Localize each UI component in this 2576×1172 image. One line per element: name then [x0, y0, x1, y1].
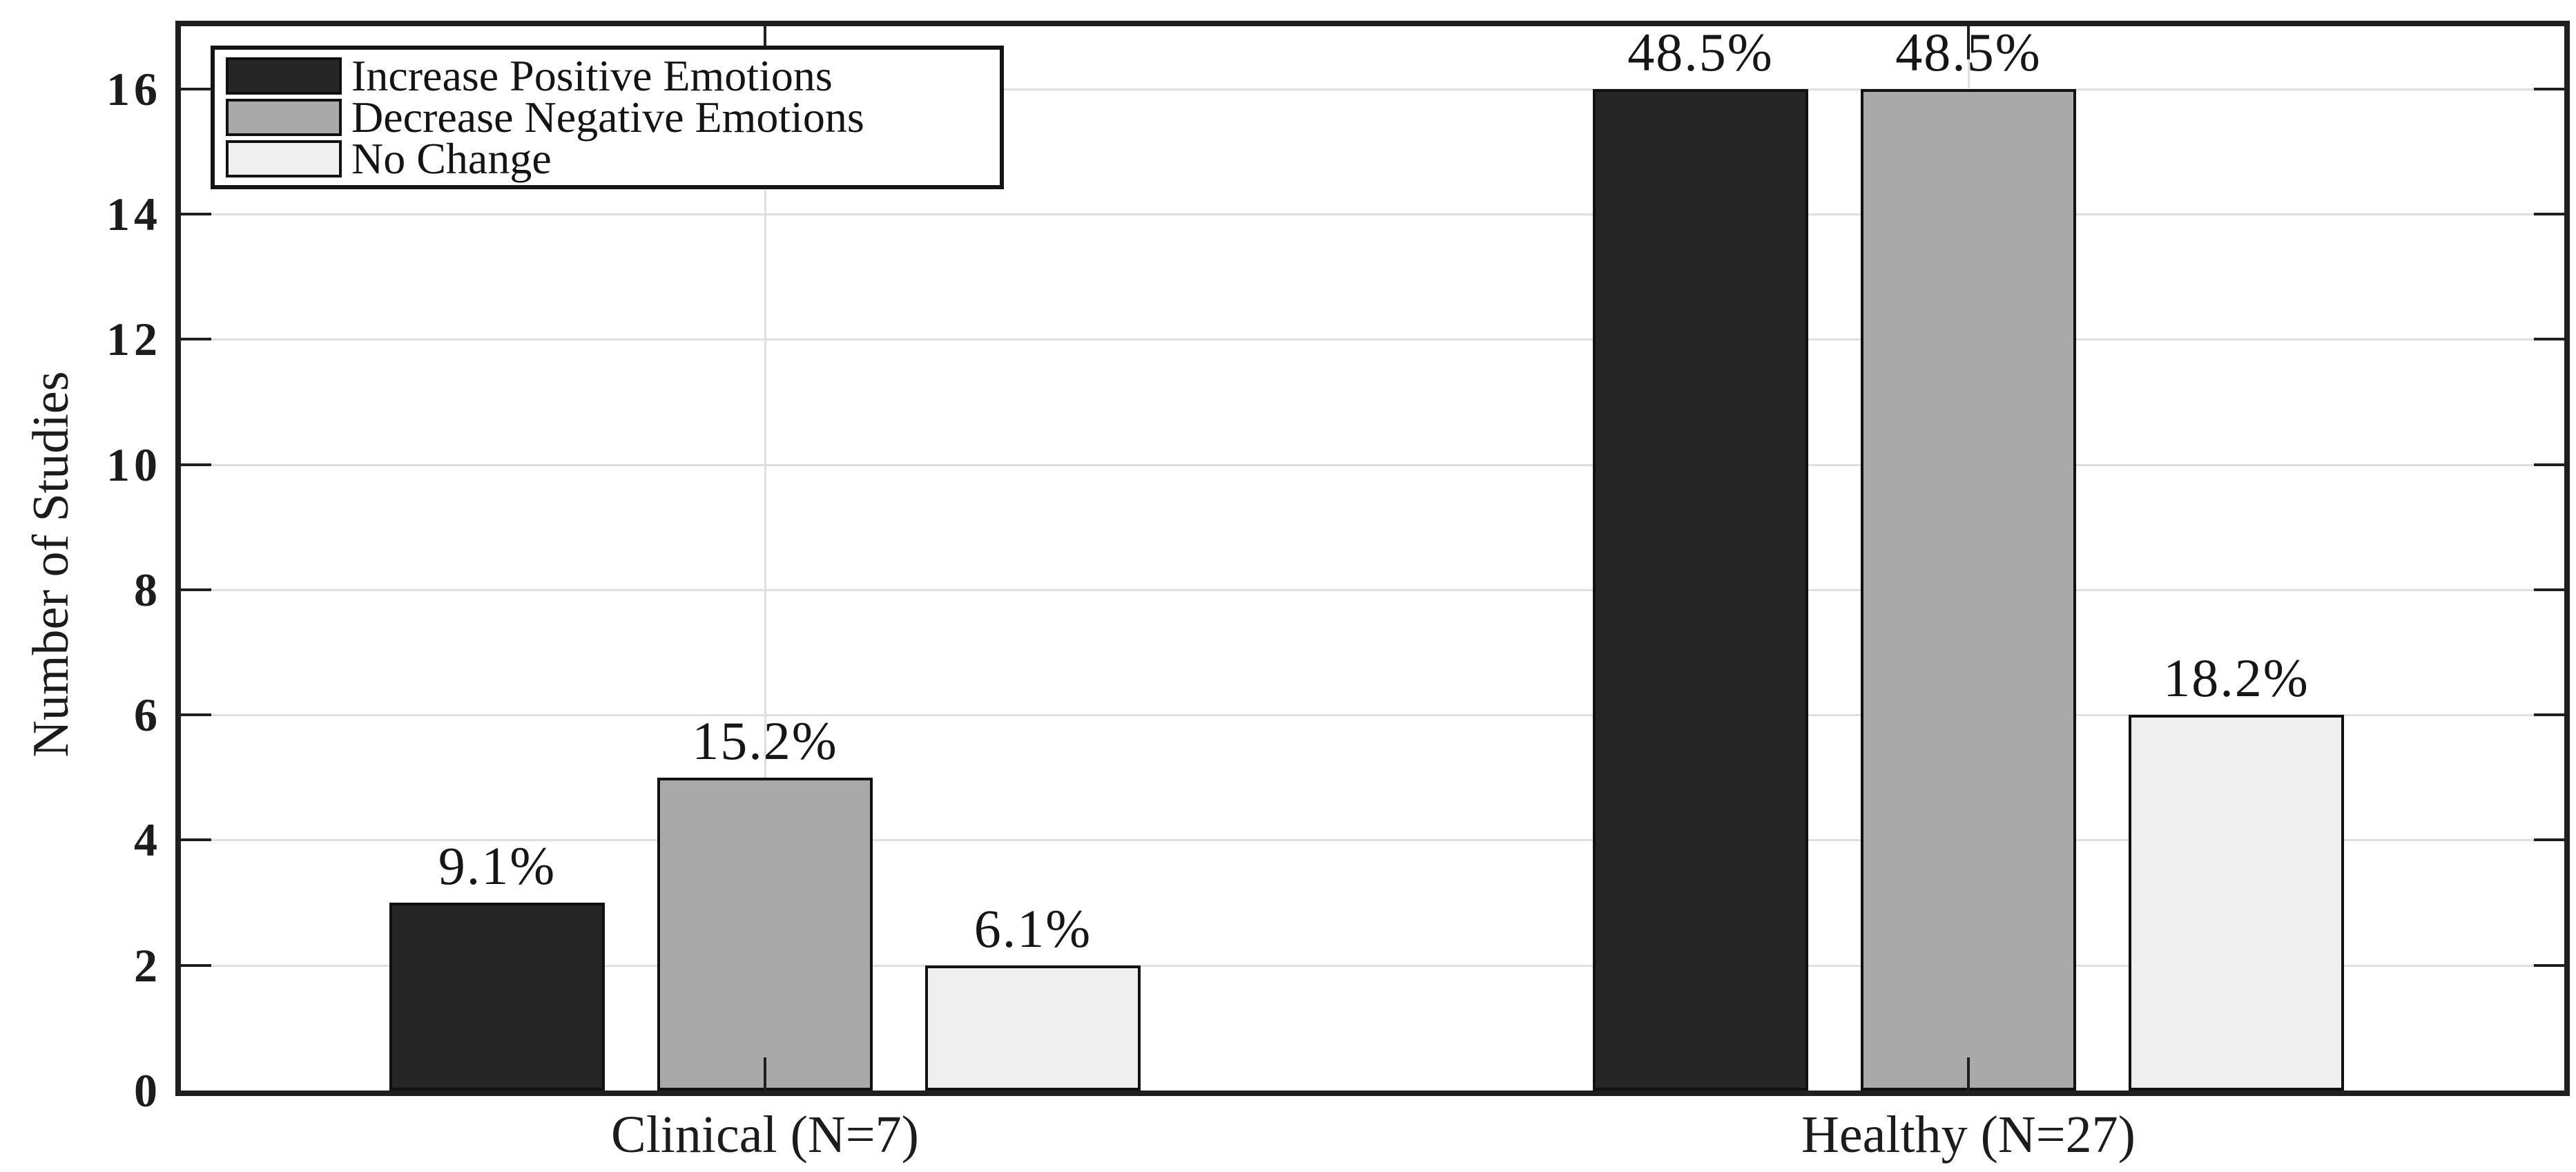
- bar-decrease-negative-emotions-group-1: [1861, 89, 2076, 1091]
- right-tick-2: [2534, 963, 2564, 967]
- y-tick-label-4: 4: [134, 814, 162, 867]
- gridline-y-6: [181, 714, 2564, 717]
- bar-no-change-group-1: [2129, 715, 2344, 1091]
- y-tick-label-12: 12: [106, 313, 162, 366]
- right-tick-12: [2534, 338, 2564, 341]
- bar-increase-positive-emotions-group-1: [1593, 89, 1808, 1091]
- bar-percent-label: 15.2%: [692, 711, 838, 771]
- bottom-tick-group-1: [1967, 1057, 1970, 1091]
- legend-item-1: Decrease Negative Emotions: [226, 93, 993, 142]
- right-tick-16: [2534, 87, 2564, 90]
- gridline-y-14: [181, 213, 2564, 215]
- y-tick-label-8: 8: [134, 563, 162, 616]
- top-tick-group-0: [764, 26, 766, 59]
- gridline-y-8: [181, 588, 2564, 591]
- y-tick-label-2: 2: [134, 939, 162, 992]
- left-tick-4: [181, 838, 211, 842]
- legend-item-0: Increase Positive Emotions: [226, 51, 993, 100]
- left-tick-2: [181, 963, 211, 967]
- legend-swatch-icon: [226, 57, 342, 95]
- y-tick-label-10: 10: [106, 438, 162, 491]
- legend-item-label: No Change: [351, 134, 552, 183]
- left-tick-8: [181, 588, 211, 591]
- y-tick-label-6: 6: [134, 689, 162, 742]
- bar-percent-label: 48.5%: [1895, 22, 2042, 82]
- gridline-y-10: [181, 463, 2564, 466]
- right-tick-4: [2534, 838, 2564, 842]
- right-tick-6: [2534, 713, 2564, 717]
- bottom-tick-group-0: [764, 1057, 766, 1091]
- x-tick-label-healthy: Healthy (N=27): [1801, 1106, 2136, 1164]
- gridline-x-group-0: [764, 26, 766, 1091]
- left-tick-14: [181, 212, 211, 215]
- right-tick-14: [2534, 212, 2564, 215]
- left-tick-10: [181, 463, 211, 466]
- left-tick-6: [181, 713, 211, 717]
- bar-percent-label: 6.1%: [974, 899, 1092, 959]
- legend: Increase Positive Emotions Decrease Negat…: [211, 46, 1004, 189]
- gridline-y-2: [181, 964, 2564, 967]
- bar-no-change-group-0: [925, 966, 1141, 1091]
- bar-increase-positive-emotions-group-0: [389, 903, 605, 1091]
- legend-swatch-icon: [226, 140, 342, 177]
- x-tick-label-clinical: Clinical (N=7): [611, 1106, 919, 1164]
- gridline-y-16: [181, 88, 2564, 90]
- bar-decrease-negative-emotions-group-0: [657, 778, 873, 1091]
- right-tick-10: [2534, 463, 2564, 466]
- bar-percent-label: 48.5%: [1627, 22, 1774, 82]
- legend-item-label: Increase Positive Emotions: [351, 51, 833, 100]
- left-tick-12: [181, 338, 211, 341]
- legend-swatch-icon: [226, 99, 342, 136]
- y-tick-label-0: 0: [134, 1064, 162, 1117]
- plot-area: 9.1% 48.5% 15.2% 48.5% 6.1% 18.2% Increase Po…: [175, 21, 2570, 1096]
- top-tick-group-1: [1967, 26, 1970, 59]
- y-tick-label-14: 14: [106, 187, 162, 240]
- y-tick-label-16: 16: [106, 62, 162, 115]
- bar-percent-label: 9.1%: [438, 836, 556, 896]
- gridline-y-4: [181, 839, 2564, 842]
- bar-percent-label: 18.2%: [2163, 648, 2309, 708]
- legend-item-label: Decrease Negative Emotions: [351, 93, 864, 142]
- legend-item-2: No Change: [226, 134, 993, 183]
- right-tick-8: [2534, 588, 2564, 591]
- left-tick-16: [181, 87, 211, 90]
- gridline-y-12: [181, 338, 2564, 341]
